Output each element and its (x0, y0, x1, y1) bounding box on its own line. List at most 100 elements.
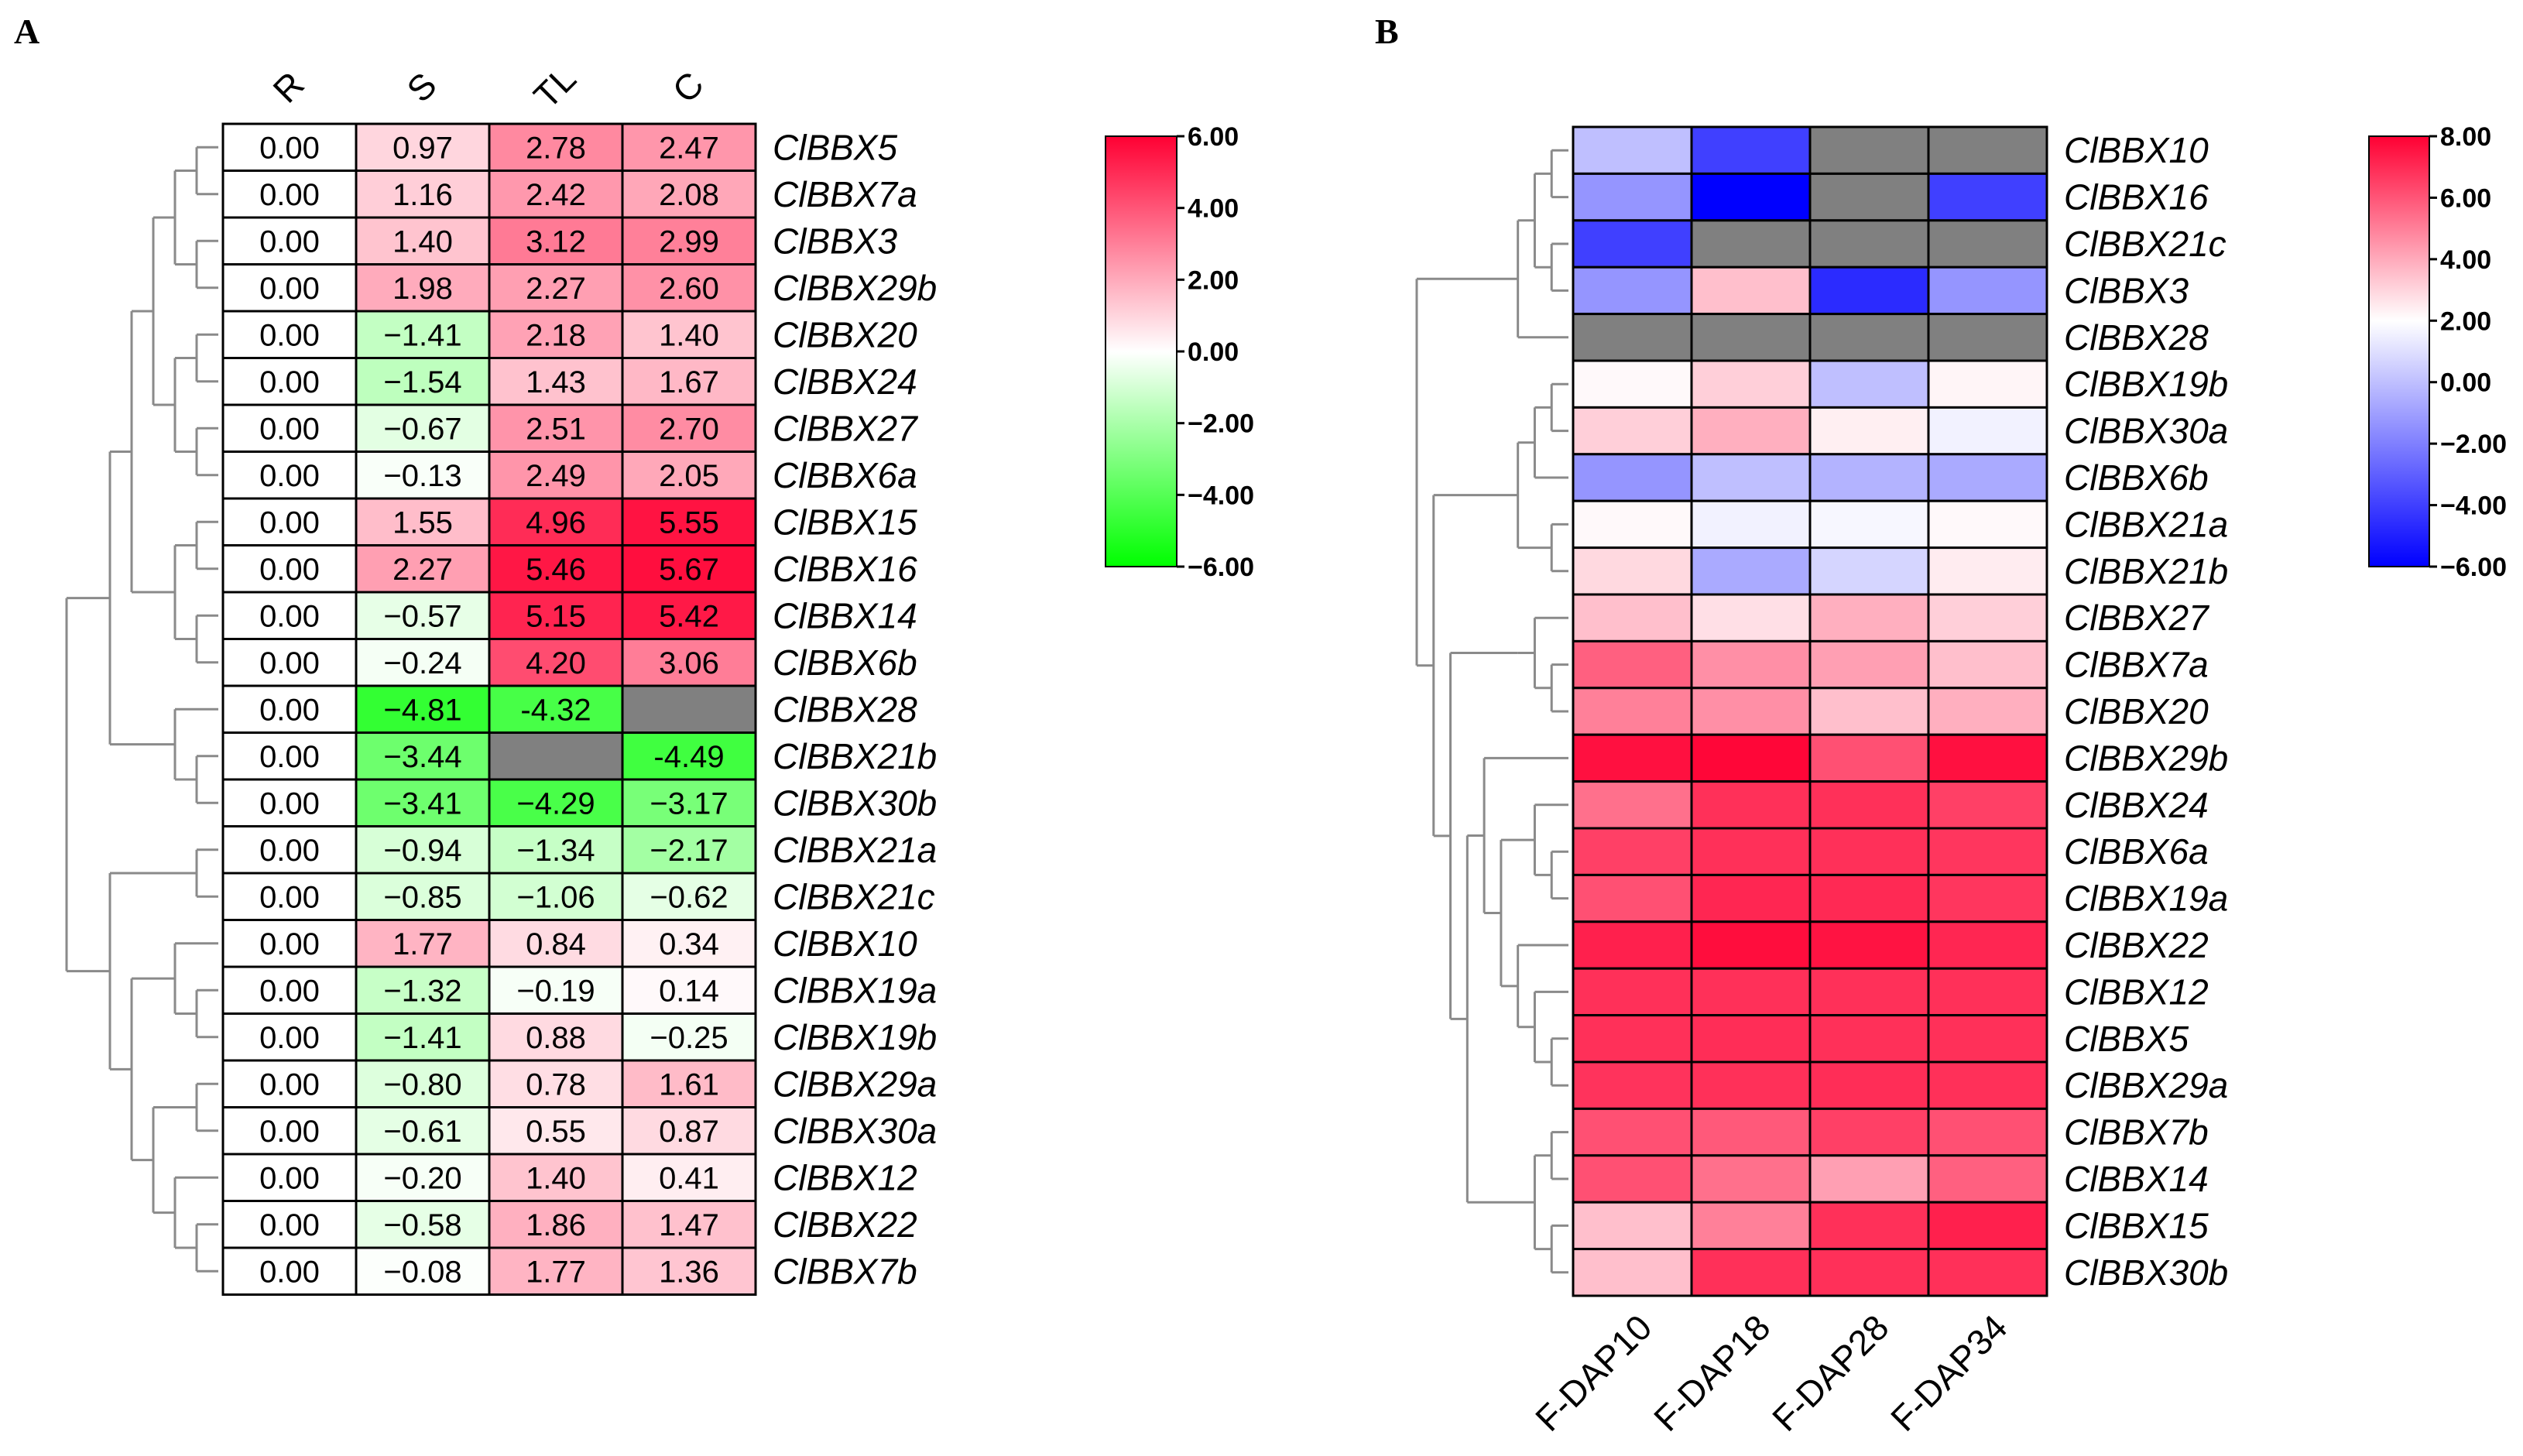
heatmap-cell (1808, 687, 1930, 736)
cell-value-label: −1.32 (383, 974, 461, 1008)
heatmap-cell (1927, 593, 2048, 642)
heatmap-cell (1572, 873, 1693, 923)
heatmap-cell (621, 1246, 757, 1296)
cell-value-label: −1.41 (383, 1021, 461, 1055)
row-label-clbbx10: ClBBX10 (773, 923, 917, 964)
column-label-r: R (265, 63, 311, 110)
heatmap-cell (1808, 172, 1930, 222)
cell-value-label: 2.78 (526, 131, 586, 165)
heatmap-cell (1572, 920, 1693, 970)
legend-tick-label: 0.00 (2440, 368, 2491, 398)
heatmap-cell (1690, 359, 1812, 409)
heatmap-b: ClBBX10 ClBBX16 ClBBX21c ClBBX3 ClBBX28 ClBBX… (1415, 125, 2228, 1439)
row-label-clbbx29b: ClBBX29b (773, 268, 937, 308)
heatmap-cell (488, 872, 624, 921)
row-label-clbbx3: ClBBX3 (2064, 270, 2189, 310)
heatmap-cell (221, 1059, 358, 1108)
cell-value-label: −0.25 (650, 1021, 728, 1055)
heatmap-cell (1927, 406, 2048, 456)
heatmap-cell (221, 1246, 358, 1296)
cell-value-label: 1.16 (393, 178, 453, 212)
heatmap-cell (1690, 920, 1812, 970)
row-label-clbbx14: ClBBX14 (773, 595, 917, 636)
legend-tick-label: 4.00 (2440, 245, 2491, 275)
heatmap-cell (1927, 733, 2048, 783)
cell-value-label: 1.40 (659, 318, 719, 352)
cell-value-label: 0.87 (659, 1115, 719, 1149)
heatmap-cell (488, 778, 624, 827)
heatmap-cell (1808, 453, 1930, 502)
row-label-clbbx19b: ClBBX19b (2064, 364, 2228, 404)
heatmap-cell (355, 872, 491, 921)
cell-value-label: 0.55 (526, 1115, 586, 1149)
column-label-f-dap34: F-DAP34 (1883, 1307, 2015, 1439)
heatmap-cell (221, 684, 358, 734)
cell-value-label: 2.70 (659, 412, 719, 446)
heatmap-cell (355, 1059, 491, 1108)
heatmap-cell (221, 1200, 358, 1249)
row-label-clbbx30b: ClBBX30b (2064, 1252, 2228, 1293)
heatmap-cell (355, 778, 491, 827)
legend-b-gradient (2368, 135, 2430, 567)
row-label-clbbx29b: ClBBX29b (2064, 738, 2228, 778)
heatmap-cell (1808, 593, 1930, 642)
heatmap-cell (488, 825, 624, 875)
heatmap-cell (1927, 920, 2048, 970)
cell-value-label: 0.34 (659, 927, 719, 961)
cell-value-label: 0.00 (259, 131, 320, 165)
cell-value-label: −0.85 (383, 880, 461, 914)
cell-value-label: 2.05 (659, 459, 719, 493)
cell-value-label: -4.49 (653, 740, 724, 774)
heatmap-cell (1808, 1248, 1930, 1297)
heatmap-cell (355, 684, 491, 734)
row-label-clbbx27: ClBBX27 (2064, 598, 2209, 638)
heatmap-cell (1927, 266, 2048, 316)
cell-value-label: −0.67 (383, 412, 461, 446)
row-label-clbbx20: ClBBX20 (773, 314, 917, 355)
legend-tick-label: −2.00 (2440, 430, 2507, 459)
heatmap-cell (1690, 1014, 1812, 1064)
heatmap-b-row-labels: ClBBX10 ClBBX16 ClBBX21c ClBBX3 ClBBX28 ClBBX… (2064, 130, 2228, 1293)
cell-value-label: −4.29 (516, 786, 595, 820)
heatmap-cell (621, 1200, 757, 1249)
heatmap-cell (1927, 639, 2048, 690)
row-label-clbbx7b: ClBBX7b (2064, 1112, 2209, 1153)
row-label-clbbx6b: ClBBX6b (2064, 457, 2209, 498)
heatmap-cell (621, 825, 757, 875)
heatmap-cell (1690, 172, 1812, 222)
column-label-tl: TL (526, 58, 584, 116)
heatmap-cell (621, 919, 757, 968)
legend-tick-label: −4.00 (2440, 492, 2507, 521)
cell-value-label: 0.78 (526, 1067, 586, 1101)
cell-value-label: −0.13 (383, 459, 461, 493)
cell-value-label: 2.51 (526, 412, 586, 446)
cell-value-label: 0.41 (659, 1161, 719, 1195)
heatmap-cell (1927, 967, 2048, 1017)
cell-value-label: 0.00 (259, 880, 320, 914)
cell-value-label: −0.94 (383, 834, 461, 868)
row-label-clbbx22: ClBBX22 (773, 1204, 917, 1245)
heatmap-cell (1808, 266, 1930, 316)
heatmap-cell (621, 965, 757, 1015)
heatmap-cell (1808, 733, 1930, 783)
heatmap-cell (621, 731, 757, 781)
heatmap-cell (355, 170, 491, 219)
heatmap-cell (488, 638, 624, 687)
heatmap-cell (1808, 639, 1930, 690)
heatmap-cell (221, 1106, 358, 1156)
heatmap-cell (355, 1153, 491, 1202)
heatmap-cell (1572, 125, 1693, 175)
cell-value-label: −1.54 (383, 365, 461, 399)
heatmap-cell (1808, 1107, 1930, 1157)
cell-value-label: −4.81 (383, 693, 461, 727)
cell-value-label: 1.86 (526, 1208, 586, 1242)
heatmap-cell (1690, 1201, 1812, 1251)
heatmap-cell (355, 216, 491, 266)
heatmap-cell (1927, 1201, 2048, 1251)
heatmap-cell (1690, 313, 1812, 362)
cell-value-label: 1.40 (526, 1161, 586, 1195)
heatmap-cell (355, 1246, 491, 1296)
cell-value-label: 4.20 (526, 646, 586, 680)
row-label-clbbx21c: ClBBX21c (2064, 224, 2226, 264)
